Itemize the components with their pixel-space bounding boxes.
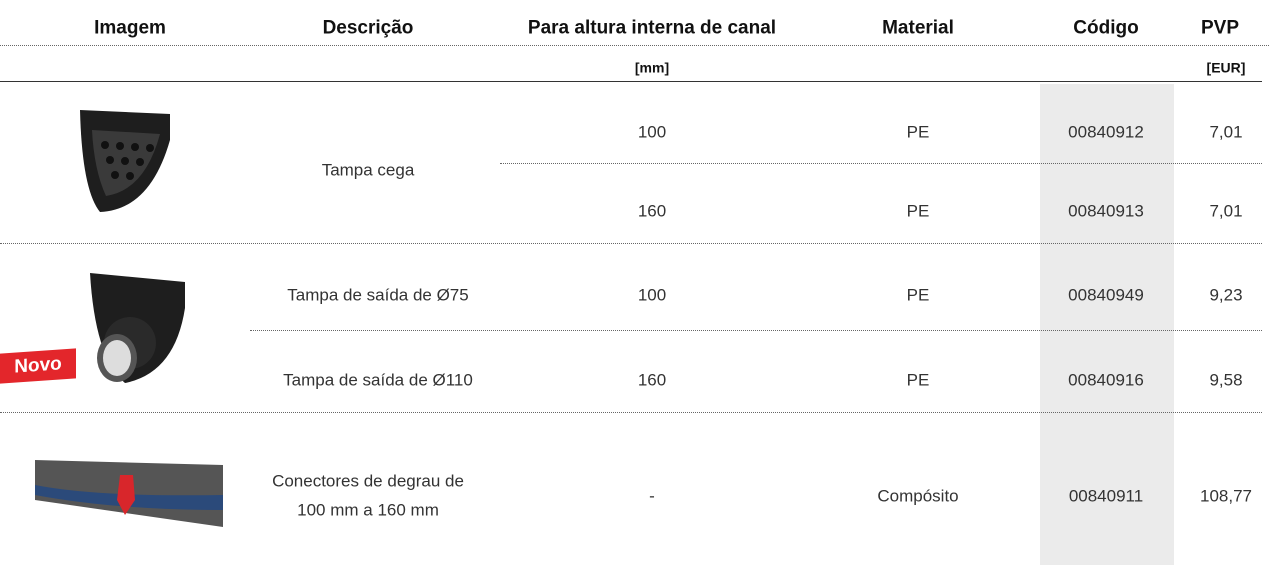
divider <box>500 163 1262 164</box>
header-image: Imagem <box>94 17 166 39</box>
material: PE <box>906 201 930 221</box>
header-price: PVP <box>1200 17 1240 39</box>
code: 00840949 <box>1068 285 1144 305</box>
unit-price: [EUR] <box>1206 59 1246 76</box>
price: 7,01 <box>1209 201 1243 221</box>
divider <box>0 81 1262 82</box>
description: Tampa de saída de Ø75 <box>287 285 469 305</box>
material: PE <box>906 122 930 142</box>
code: 00840912 <box>1068 122 1144 142</box>
header-material: Material <box>882 17 954 39</box>
description-line: 100 mm a 160 mm <box>297 500 439 520</box>
product-image <box>80 110 170 212</box>
code: 00840911 <box>1068 486 1144 506</box>
header-code: Código <box>1073 17 1139 39</box>
height: 160 <box>637 201 667 221</box>
price: 9,58 <box>1209 370 1243 390</box>
header-height: Para altura interna de canal <box>527 17 777 39</box>
price: 7,01 <box>1209 122 1243 142</box>
description-line: Conectores de degrau de <box>272 471 464 491</box>
divider <box>0 412 1262 413</box>
description: Tampa cega <box>321 160 415 180</box>
divider <box>0 243 1262 244</box>
code: 00840913 <box>1068 201 1144 221</box>
price: 108,77 <box>1200 486 1252 506</box>
height: 100 <box>637 285 667 305</box>
header-description: Descrição <box>322 17 414 39</box>
unit-height: [mm] <box>634 59 670 76</box>
divider <box>250 330 1262 331</box>
product-image <box>90 273 185 383</box>
price: 9,23 <box>1209 285 1243 305</box>
product-image <box>35 460 223 527</box>
height: - <box>649 486 655 506</box>
description: Tampa de saída de Ø110 <box>283 370 473 390</box>
material: PE <box>906 370 930 390</box>
divider <box>0 45 1269 46</box>
new-badge: Novo <box>0 348 76 384</box>
code-column-background <box>1040 84 1174 565</box>
material: PE <box>906 285 930 305</box>
height: 160 <box>637 370 667 390</box>
material: Compósito <box>877 486 959 506</box>
code: 00840916 <box>1068 370 1144 390</box>
height: 100 <box>637 122 667 142</box>
